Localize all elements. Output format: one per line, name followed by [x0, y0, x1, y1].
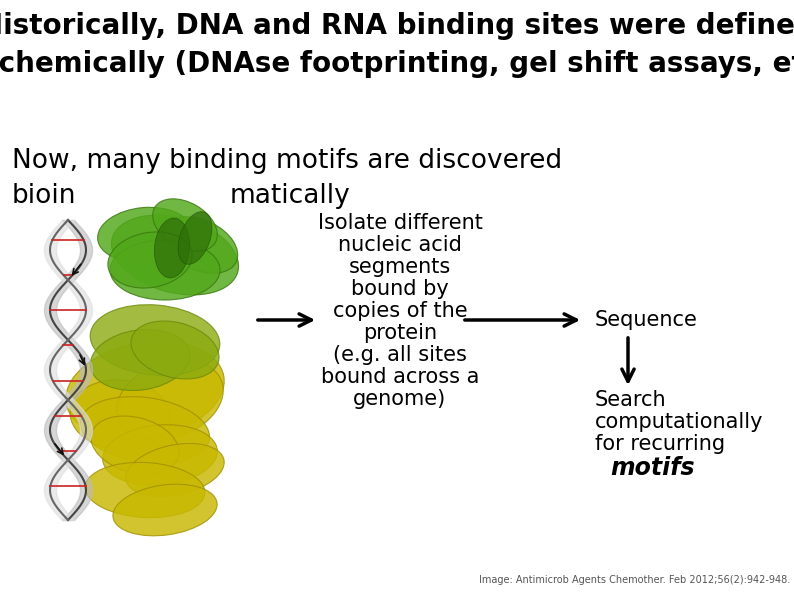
Ellipse shape — [131, 321, 219, 379]
Ellipse shape — [91, 330, 190, 390]
Text: Isolate different: Isolate different — [318, 213, 483, 233]
Text: segments: segments — [349, 257, 451, 277]
Ellipse shape — [162, 217, 237, 273]
Text: Sequence: Sequence — [595, 310, 698, 330]
Text: bound by: bound by — [351, 279, 449, 299]
Text: Search: Search — [595, 390, 667, 410]
Text: Image: Antimicrob Agents Chemother. Feb 2012;56(2):942-948.: Image: Antimicrob Agents Chemother. Feb … — [479, 575, 790, 585]
Ellipse shape — [110, 240, 220, 300]
Text: nucleic acid: nucleic acid — [338, 235, 462, 255]
Text: Historically, DNA and RNA binding sites were defined: Historically, DNA and RNA binding sites … — [0, 12, 794, 40]
Text: bioin: bioin — [12, 183, 76, 209]
Text: genome): genome) — [353, 389, 446, 409]
Text: computationally: computationally — [595, 412, 764, 432]
Ellipse shape — [113, 484, 217, 536]
Text: (e.g. all sites: (e.g. all sites — [333, 345, 467, 365]
Text: for recurring: for recurring — [595, 434, 725, 454]
Ellipse shape — [102, 425, 218, 486]
Ellipse shape — [108, 232, 192, 288]
Text: Now, many binding motifs are discovered: Now, many binding motifs are discovered — [12, 148, 562, 174]
Text: matically: matically — [230, 183, 351, 209]
Text: copies of the: copies of the — [333, 301, 468, 321]
Ellipse shape — [98, 207, 192, 263]
Ellipse shape — [91, 416, 179, 474]
Text: bound across a: bound across a — [321, 367, 480, 387]
Ellipse shape — [117, 360, 223, 440]
Text: protein: protein — [363, 323, 437, 343]
Ellipse shape — [80, 397, 210, 464]
Ellipse shape — [111, 215, 238, 295]
Text: motifs: motifs — [610, 456, 695, 480]
Ellipse shape — [178, 212, 212, 264]
Ellipse shape — [66, 341, 224, 439]
Ellipse shape — [125, 443, 224, 497]
Ellipse shape — [152, 199, 218, 251]
Ellipse shape — [91, 305, 220, 375]
Text: biochemically (DNAse footprinting, gel shift assays, etc.): biochemically (DNAse footprinting, gel s… — [0, 50, 794, 78]
Ellipse shape — [154, 218, 190, 278]
Ellipse shape — [70, 380, 170, 450]
Ellipse shape — [85, 462, 205, 518]
